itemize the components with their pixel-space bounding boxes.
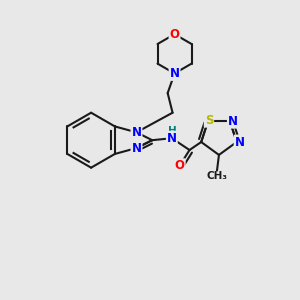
Text: N: N bbox=[235, 136, 244, 148]
Text: N: N bbox=[167, 132, 177, 145]
Text: N: N bbox=[131, 126, 142, 139]
Text: N: N bbox=[169, 67, 179, 80]
Text: CH₃: CH₃ bbox=[206, 170, 227, 181]
Text: N: N bbox=[228, 115, 238, 128]
Text: O: O bbox=[169, 28, 179, 41]
Text: N: N bbox=[131, 142, 142, 154]
Text: S: S bbox=[205, 114, 213, 127]
Text: O: O bbox=[175, 159, 185, 172]
Text: H: H bbox=[168, 126, 177, 136]
